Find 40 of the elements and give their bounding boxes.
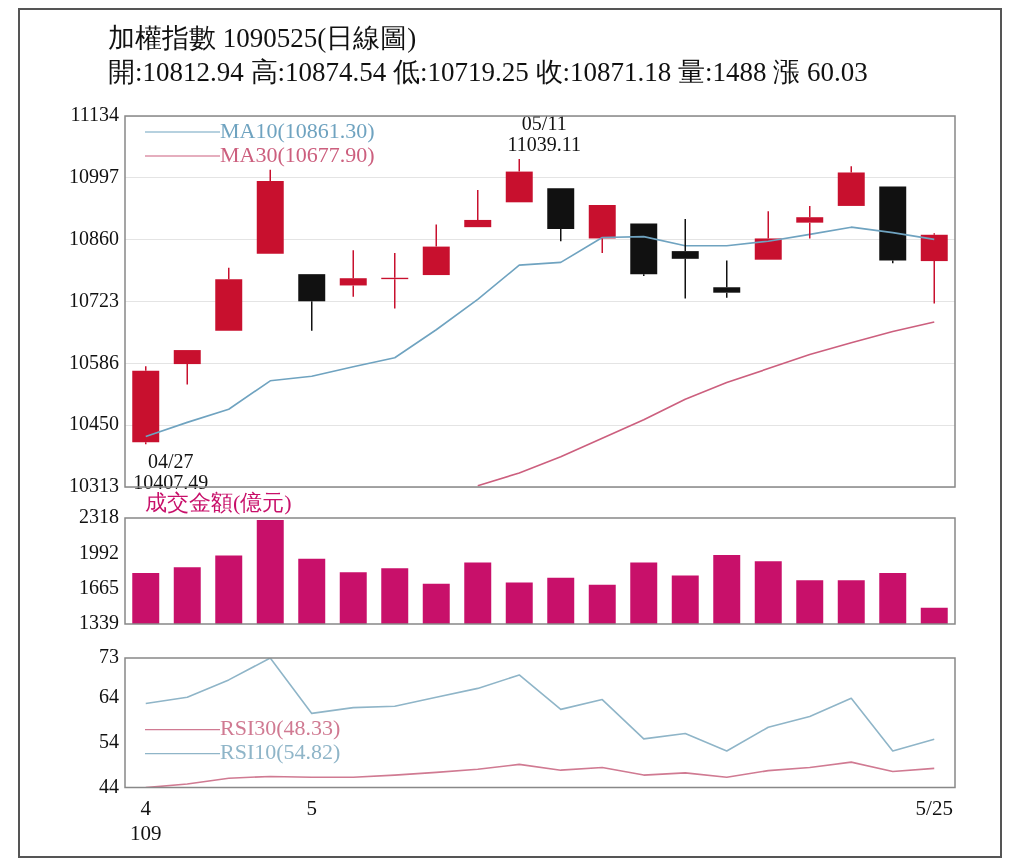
y-tick-label: 1665 xyxy=(79,575,119,598)
y-tick-label: 1992 xyxy=(79,540,119,563)
series-label: 成交金額(億元) xyxy=(145,489,292,515)
y-tick-label: 54 xyxy=(99,730,119,753)
y-tick-label: 2318 xyxy=(79,505,119,528)
x-tick-label: 5/25 xyxy=(915,795,953,820)
candlestick xyxy=(132,365,160,446)
x-tick-label: 4 109 xyxy=(130,795,162,845)
annotation: 05/11 11039.11 xyxy=(507,111,582,155)
y-tick-label: 73 xyxy=(99,645,119,668)
y-tick-label: 10860 xyxy=(69,227,119,250)
x-tick-label: 5 xyxy=(306,795,317,820)
candlestick xyxy=(464,189,492,228)
y-tick-label: 44 xyxy=(99,774,119,797)
candlestick xyxy=(671,218,699,300)
candlestick xyxy=(547,188,575,242)
y-tick-label: 10313 xyxy=(69,474,119,497)
y-tick-label: 64 xyxy=(99,685,119,708)
candlestick xyxy=(422,223,450,276)
legend-label: RSI10(54.82) xyxy=(220,739,341,765)
candlestick xyxy=(879,186,907,265)
candlestick xyxy=(298,274,326,332)
y-tick-label: 10723 xyxy=(69,288,119,311)
y-tick-label: 1339 xyxy=(79,611,119,634)
y-tick-label: 10997 xyxy=(69,165,119,188)
y-tick-label: 10586 xyxy=(69,350,119,373)
candlestick xyxy=(796,205,824,240)
candlestick xyxy=(339,249,367,298)
legend-label: MA10(10861.30) xyxy=(220,117,375,143)
candlestick xyxy=(754,210,782,260)
candlestick xyxy=(630,223,658,277)
candlestick xyxy=(215,267,243,331)
legend-label: RSI30(48.33) xyxy=(220,715,341,741)
candlestick xyxy=(713,259,741,299)
chart-title: 加權指數 1090525(日線圖) xyxy=(108,22,417,55)
y-tick-label: 11134 xyxy=(70,103,119,126)
chart-subtitle: 開:10812.94 高:10874.54 低:10719.25 收:10871.18 量:1488 漲 60.03 xyxy=(108,56,868,89)
y-tick-label: 10450 xyxy=(69,412,119,435)
candlestick xyxy=(920,232,948,305)
legend-label: MA30(10677.90) xyxy=(220,141,375,167)
